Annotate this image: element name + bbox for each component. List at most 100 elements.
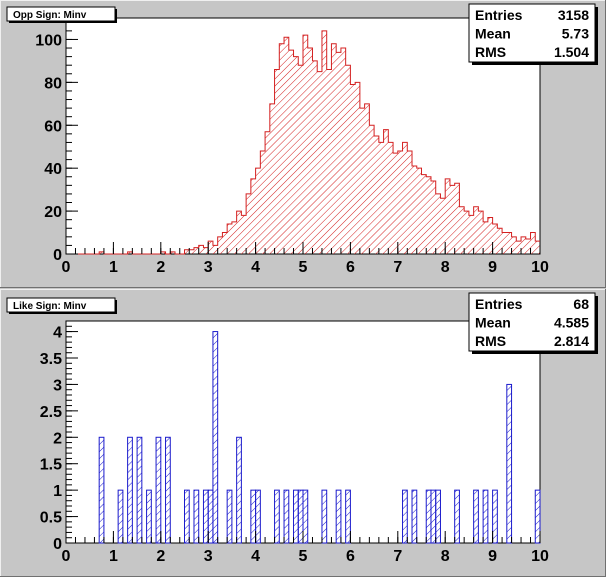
histogram-bar (98, 436, 105, 544)
histogram-bar (430, 489, 437, 544)
title-box (6, 6, 116, 22)
histogram-bar (155, 436, 162, 544)
x-tick-label: 5 (299, 548, 308, 565)
y-tick-label: 80 (44, 75, 62, 92)
stats-label-rms: RMS (475, 333, 506, 349)
histogram-bar (335, 489, 342, 544)
histogram-bar (283, 489, 290, 544)
histogram-bar (274, 489, 280, 544)
histogram-title: Like Sign: Minv (13, 301, 87, 312)
stats-value-entries: 68 (573, 296, 589, 312)
histogram-bar (492, 489, 498, 544)
x-tick-label: 7 (393, 548, 402, 565)
histogram-bar (302, 489, 309, 544)
y-tick-label: 2.5 (40, 404, 62, 421)
stats-value-rms: 1.504 (554, 44, 589, 60)
stats-label-entries: Entries (475, 296, 523, 312)
histogram-bar (165, 436, 171, 544)
x-tick-label: 4 (251, 548, 260, 565)
histogram-bar (146, 489, 152, 544)
x-tick-label: 3 (204, 548, 213, 565)
y-tick-label: 4 (53, 325, 62, 342)
x-tick-label: 2 (156, 259, 165, 276)
stats-value-mean: 5.73 (562, 26, 589, 42)
histogram-bar (226, 489, 233, 544)
y-tick-label: 2 (53, 430, 62, 447)
stats-label-mean: Mean (475, 26, 511, 42)
histogram-bar (212, 331, 219, 544)
histogram-bar (193, 489, 200, 544)
histogram-bar (250, 489, 257, 544)
histogram-bar (435, 489, 441, 544)
stats-label-rms: RMS (475, 44, 506, 60)
histogram-bar (482, 489, 489, 544)
y-tick-label: 1.5 (40, 457, 62, 474)
histogram-bar (117, 489, 124, 544)
histogram-pad-like-sign[interactable]: 0 1 2 3 4 5 6 7 8 9 10 0 0.5 1 1.5 2 2.5 3 3.5 4 Like Sign: … (0, 289, 606, 577)
histogram-bar (297, 489, 304, 544)
histogram-bar (473, 489, 479, 544)
histogram-bar (202, 489, 209, 544)
x-tick-label: 7 (393, 259, 402, 276)
histogram-bar (345, 489, 351, 544)
y-tick-label: 3.5 (40, 351, 62, 368)
x-tick-label: 1 (109, 259, 118, 276)
stats-value-entries: 3158 (558, 7, 589, 23)
y-tick-label: 0 (53, 247, 62, 264)
y-tick-label: 40 (44, 161, 62, 178)
axes: 0 1 2 3 4 5 6 7 8 9 10 0 0.5 1 1.5 2 2.5 3 3.5 4 (40, 320, 549, 565)
histogram-bar (506, 383, 513, 544)
y-tick-label: 0.5 (40, 510, 62, 527)
histogram-bar (236, 436, 242, 544)
stats-box (468, 292, 596, 352)
histogram-bar (127, 436, 133, 544)
x-tick-label: 10 (531, 548, 549, 565)
x-tick-label: 1 (109, 548, 118, 565)
histogram-bar (402, 489, 408, 544)
histogram-bar (136, 436, 143, 544)
x-tick-label: 6 (346, 548, 355, 565)
x-tick-label: 2 (156, 548, 165, 565)
histogram-bar (425, 489, 432, 544)
stats-box (468, 3, 596, 63)
y-tick-label: 100 (35, 32, 62, 49)
histogram-bar (454, 489, 460, 544)
y-tick-label: 3 (53, 377, 62, 394)
histogram-bars (98, 331, 541, 544)
histogram-bar (293, 489, 299, 544)
x-tick-label: 6 (346, 259, 355, 276)
x-tick-label: 0 (62, 259, 71, 276)
title-box (6, 297, 116, 313)
x-tick-label: 9 (488, 548, 497, 565)
x-tick-label: 9 (488, 259, 497, 276)
stats-value-mean: 4.585 (554, 315, 589, 331)
y-tick-label: 1 (53, 483, 62, 500)
histogram-bars (66, 30, 540, 255)
histogram-fill (66, 30, 540, 254)
x-tick-label: 5 (299, 259, 308, 276)
histogram-pad-opp-sign[interactable]: 0 1 2 3 4 5 6 7 8 9 10 0 20 40 60 80 100 Opp Sign: Minv En… (0, 0, 606, 288)
stats-label-entries: Entries (475, 7, 523, 23)
x-tick-label: 8 (441, 548, 450, 565)
stats-label-mean: Mean (475, 315, 511, 331)
x-tick-label: 3 (204, 259, 213, 276)
histogram-bar (534, 489, 541, 544)
y-tick-label: 0 (53, 536, 62, 553)
like-sign-histogram-svg: 0 1 2 3 4 5 6 7 8 9 10 0 0.5 1 1.5 2 2.5 3 3.5 4 Like Sign: … (0, 289, 606, 577)
x-tick-label: 0 (62, 548, 71, 565)
histogram-bar (411, 489, 418, 544)
stats-value-rms: 2.814 (554, 333, 589, 349)
histogram-bar (321, 489, 328, 544)
histogram-title: Opp Sign: Minv (13, 10, 87, 21)
histogram-bar (184, 489, 190, 544)
y-tick-label: 20 (44, 204, 62, 221)
x-tick-label: 8 (441, 259, 450, 276)
x-tick-label: 4 (251, 259, 260, 276)
histogram-outline (66, 30, 540, 255)
histogram-bar (255, 489, 261, 544)
x-tick-label: 10 (531, 259, 549, 276)
histogram-bar (207, 489, 214, 544)
